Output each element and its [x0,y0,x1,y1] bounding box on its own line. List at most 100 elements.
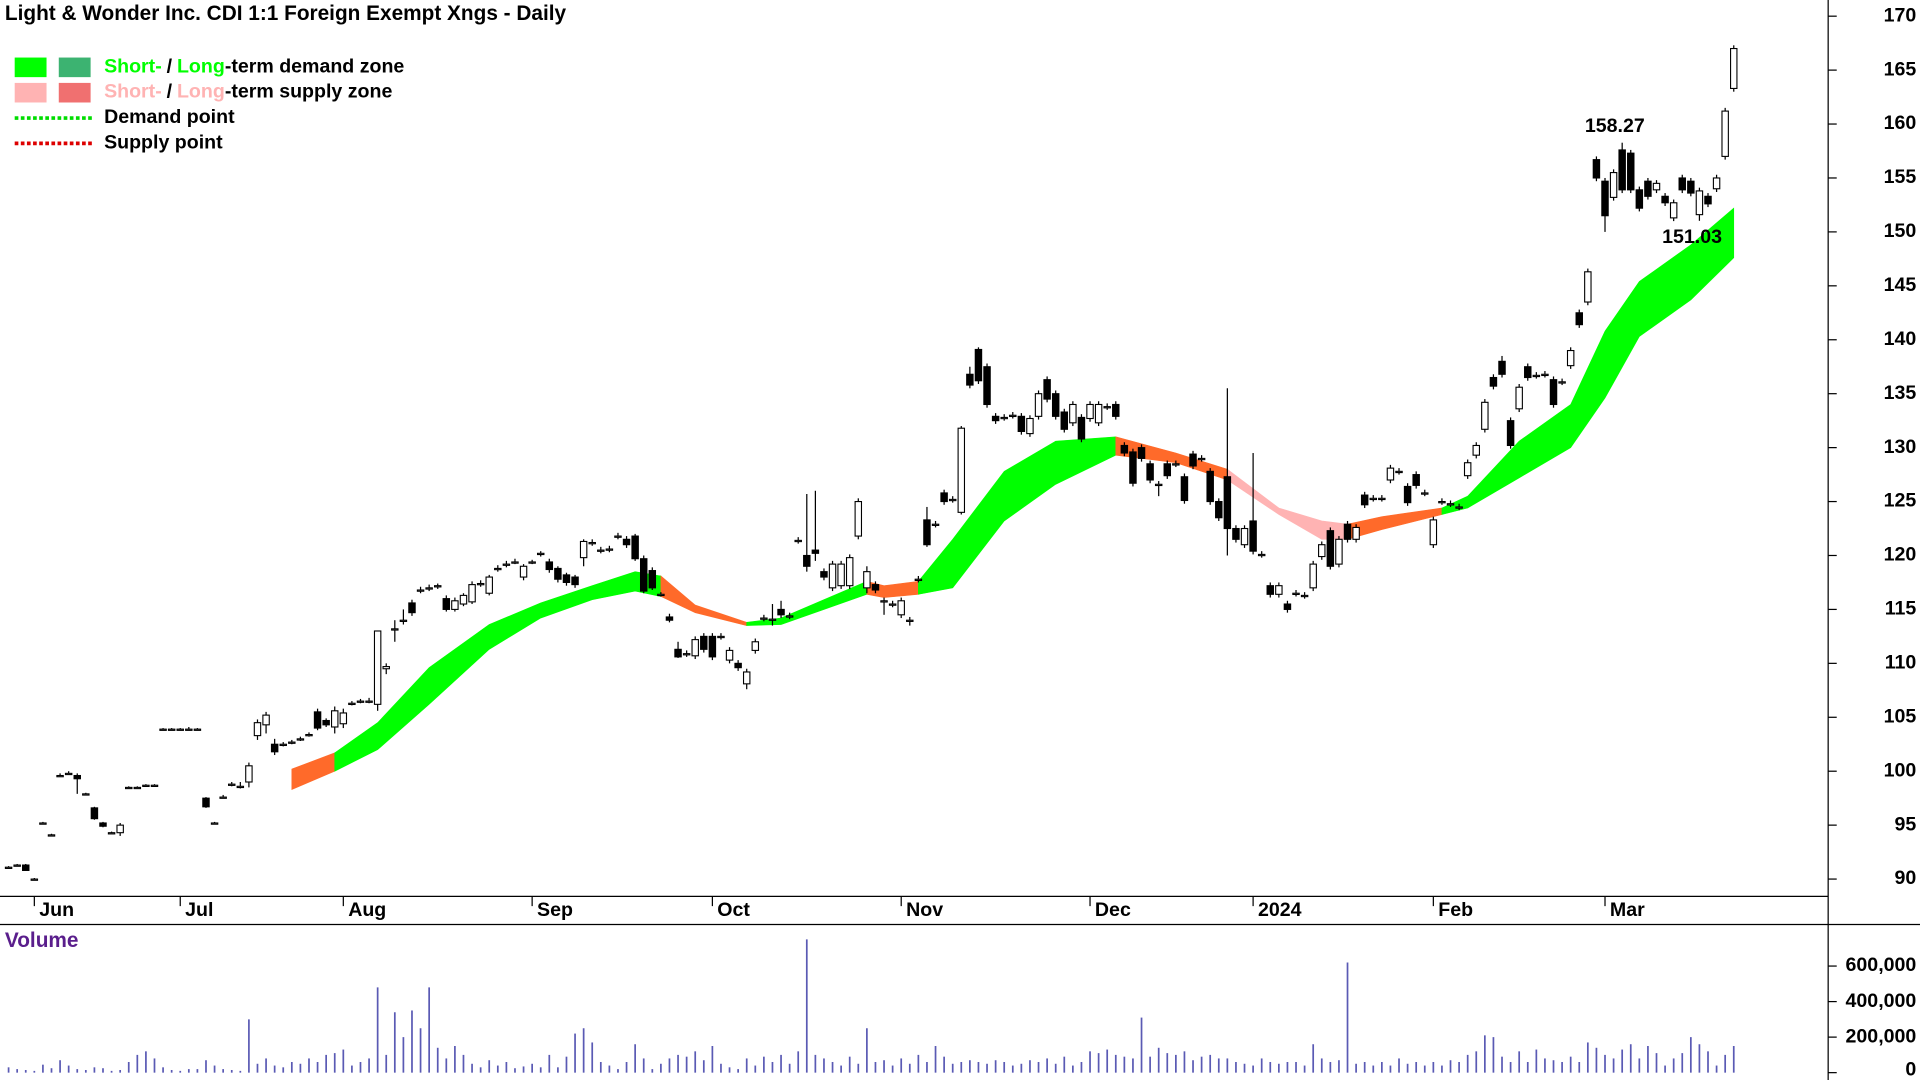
candle-body [167,728,176,731]
x-tick-label: Mar [1610,899,1645,921]
candle-body [760,617,768,620]
candle-body [1086,403,1094,420]
candle-body [468,584,476,603]
candle-body [1051,393,1060,417]
legend-label: Supply point [104,132,223,154]
candle-body [966,373,974,386]
candle-body [931,523,940,526]
candle-body [571,576,579,586]
y-tick-label: 160 [1884,112,1917,134]
candle-body [1412,474,1420,486]
candle-body [1189,453,1197,467]
candle-body [1532,374,1541,378]
candle-body [1481,401,1489,430]
candle-body [768,618,777,621]
candle-body [391,628,399,631]
candle-body [519,565,528,578]
candle-body [262,714,270,726]
candle-body [1240,527,1249,546]
candle-body [1009,414,1017,418]
legend-text: Long [177,56,225,78]
candle-body [1669,202,1678,219]
y-tick-label: 135 [1884,382,1917,404]
candle-body [1292,592,1300,596]
candle-body [803,554,811,567]
candle-body [940,492,948,503]
candle-body [1249,520,1257,552]
candle-body [1043,379,1051,400]
zone-band [334,571,662,772]
candle-body [150,784,159,788]
candle-body [725,649,734,661]
candle-body [785,615,794,618]
candle-body [1232,527,1240,540]
y-tick-label: 90 [1895,867,1917,889]
candle-body [1283,603,1292,610]
candle-body [1403,485,1412,504]
candle-body [1524,366,1532,379]
y-tick-label: 145 [1884,274,1917,296]
x-tick-label: Aug [348,899,386,921]
candle-body [528,561,536,564]
candle-body [1704,195,1712,205]
candle-body [880,600,888,603]
candle-body [356,700,365,703]
candle-body [871,584,880,591]
candle-body [777,608,785,616]
x-tick-label: Dec [1095,899,1131,921]
candle-body [914,578,923,581]
zone-band [291,752,336,791]
legend-swatch [58,82,91,103]
candle-body [125,786,133,790]
candle-body [1558,381,1566,384]
candle-body [734,662,742,669]
volume-tick-label: 400,000 [1846,990,1917,1012]
candle-body [1343,523,1352,540]
candle-body [442,598,451,610]
chart-title: Light & Wonder Inc. CDI 1:1 Foreign Exem… [5,2,567,25]
candle-body [1180,476,1189,502]
candle-body [1429,519,1438,546]
candle-body [888,603,897,606]
candle-body [73,774,81,780]
candle-body [811,549,820,554]
candle-body [39,822,47,825]
candle-body [605,548,614,551]
candle-body [674,648,682,658]
candle-body [1506,420,1515,447]
candle-body [1627,152,1635,191]
candle-body [1069,403,1077,424]
candle-body [1455,506,1463,509]
zone-band [1441,207,1735,515]
candle-body [1635,189,1644,209]
legend-text: Short- [104,56,162,78]
candle-body [1112,403,1120,417]
candle-body [1712,177,1721,190]
candle-body [228,783,236,786]
candle-body [1197,457,1206,461]
candle-body [1584,271,1592,303]
candle-body [339,712,348,725]
x-tick-label: Nov [906,899,943,921]
candle-body [1652,182,1661,191]
y-tick-label: 95 [1895,813,1917,835]
candle-body [1154,483,1163,487]
candle-body [459,594,468,605]
candle-body [957,427,966,513]
candle-body [1472,444,1480,456]
candle-body [433,585,442,588]
x-tick-label: Feb [1438,899,1473,921]
candle-body [622,538,631,546]
candle-body [682,653,691,656]
legend-text: / [167,56,173,78]
legend-swatch [58,57,91,78]
candle-body [176,728,184,731]
candle-body [1730,47,1738,89]
candle-body [1146,463,1154,481]
candle-body [751,641,760,651]
candle-body [1438,501,1446,504]
legend-text: Short- [104,81,162,103]
candle-body [279,743,287,747]
candle-body [1601,180,1609,217]
candle-body [219,796,227,799]
